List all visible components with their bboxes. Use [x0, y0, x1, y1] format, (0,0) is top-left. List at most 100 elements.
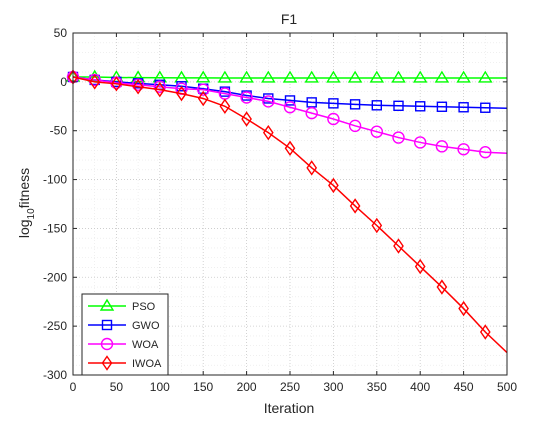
legend-box [81, 293, 169, 376]
data-point-iwoa [371, 217, 383, 234]
data-point-pso [347, 70, 363, 83]
data-point-iwoa [284, 140, 296, 157]
data-point-pso [412, 70, 428, 83]
data-point-iwoa [197, 90, 209, 107]
data-point-gwo [284, 95, 296, 106]
data-point-iwoa [89, 74, 101, 90]
data-point-gwo [480, 102, 491, 113]
y-tick-label: -50 [50, 124, 68, 138]
data-point-iwoa [479, 324, 491, 340]
y-axis-label-subscript: 10 [26, 208, 37, 220]
y-axis-label-main: fitness [16, 168, 32, 208]
data-point-woa [457, 143, 470, 156]
chart-title: F1 [281, 11, 298, 27]
data-point-iwoa [154, 81, 166, 98]
legend-label-gwo: GWO [132, 320, 160, 332]
data-point-iwoa [393, 238, 404, 254]
data-point-woa [153, 80, 167, 93]
data-point-iwoa [241, 111, 252, 127]
data-point-woa [283, 101, 297, 114]
data-point-pso [239, 70, 254, 83]
data-point-iwoa [436, 279, 448, 295]
data-point-pso [434, 70, 450, 83]
x-tick-label: 0 [70, 380, 77, 394]
data-point-gwo [371, 100, 382, 111]
data-point-pso [217, 70, 233, 83]
legend-marker-pso [99, 298, 115, 311]
x-tick-label: 100 [150, 380, 170, 394]
legend-label-iwoa: IWOA [132, 358, 162, 370]
data-point-gwo [458, 102, 469, 113]
y-tick-label: -200 [43, 270, 67, 284]
series-iwoa [67, 69, 508, 354]
data-point-pso [369, 70, 385, 83]
data-point-woa [392, 131, 405, 144]
x-axis-label: Iteration [264, 400, 315, 416]
x-tick-label: 300 [323, 380, 343, 394]
legend-label-pso: PSO [132, 301, 156, 313]
data-point-pso [195, 70, 211, 83]
y-tick-label: -300 [43, 368, 67, 382]
y-tick-label: -250 [43, 319, 67, 333]
x-tick-label: 400 [410, 380, 430, 394]
x-tick-label: 450 [454, 380, 474, 394]
data-point-gwo [415, 101, 426, 112]
data-point-pso [456, 70, 471, 83]
series-line-gwo [72, 76, 508, 109]
y-tick-label: 0 [60, 75, 67, 89]
y-tick-label: -100 [43, 173, 67, 187]
y-tick-label: -150 [43, 221, 67, 235]
x-tick-label: 200 [237, 380, 257, 394]
data-point-pso [130, 70, 146, 83]
legend-marker-gwo [101, 319, 113, 331]
legend-marker-iwoa [101, 355, 113, 371]
data-point-pso [261, 70, 276, 83]
data-point-gwo [328, 98, 339, 109]
data-point-woa [348, 119, 362, 133]
data-point-pso [391, 70, 406, 83]
legend-marker-woa [100, 337, 114, 351]
data-point-iwoa [458, 300, 469, 317]
data-point-woa [370, 125, 383, 138]
data-point-pso [282, 70, 298, 83]
data-point-iwoa [328, 177, 339, 194]
data-point-iwoa [262, 124, 274, 141]
data-point-iwoa [219, 98, 231, 115]
y-axis-label: log10fitness [16, 168, 37, 238]
data-point-woa [435, 140, 449, 153]
data-point-gwo [393, 100, 404, 111]
data-point-pso [478, 70, 493, 83]
data-point-woa [327, 112, 340, 126]
data-point-pso [304, 70, 319, 83]
data-point-iwoa [132, 79, 144, 95]
data-point-iwoa [414, 258, 426, 275]
data-point-woa [196, 83, 210, 96]
y-tick-label: 50 [54, 26, 68, 40]
x-tick-label: 150 [193, 380, 213, 394]
series-line-woa [72, 76, 508, 154]
data-point-iwoa [349, 198, 361, 214]
x-tick-label: 50 [110, 380, 124, 394]
legend: PSO GWO WOA IWOA [81, 293, 169, 376]
legend-label-woa: WOA [132, 339, 159, 351]
data-point-woa [479, 146, 492, 159]
data-point-woa [240, 91, 253, 104]
data-point-iwoa [176, 85, 187, 102]
data-point-gwo [306, 97, 317, 108]
data-point-iwoa [111, 76, 122, 92]
data-point-woa [262, 95, 275, 108]
data-point-gwo [349, 99, 361, 110]
y-axis-label-prefix: log [16, 219, 32, 238]
data-point-woa [305, 106, 318, 120]
series-layer [65, 69, 508, 354]
data-point-pso [326, 70, 341, 83]
data-point-iwoa [306, 160, 318, 176]
x-tick-label: 350 [367, 380, 387, 394]
x-tick-label: 500 [497, 380, 517, 394]
data-point-gwo [436, 101, 448, 112]
series-line-iwoa [72, 76, 508, 354]
data-point-woa [414, 136, 427, 149]
series-line-pso [73, 76, 507, 79]
